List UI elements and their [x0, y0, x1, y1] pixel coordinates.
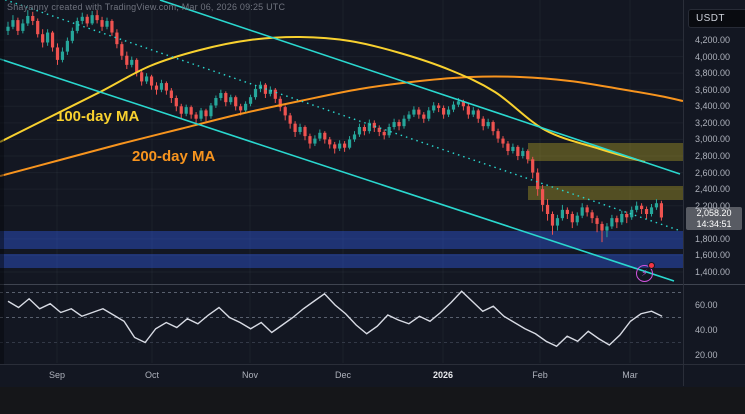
price-axis[interactable]: USDT 2,058.20 14:34:51 4,200.00 4,000.00 3…	[684, 0, 745, 364]
alert-dot-icon	[648, 262, 655, 269]
time-tick-label: Feb	[532, 370, 548, 380]
price-tick-label: 4,200.00	[695, 35, 731, 45]
time-tick-label: Mar	[622, 370, 638, 380]
price-tick-label: 3,800.00	[695, 68, 731, 79]
time-tick-label: Sep	[48, 370, 66, 380]
price-tick-label: 1,800.00	[695, 233, 731, 244]
ma100-annotation-label: 100-day MA	[56, 108, 140, 125]
time-axis[interactable]: Sep Oct Nov Dec 2026 Feb Mar	[0, 364, 745, 387]
lightning-icon: ⚡	[641, 268, 648, 279]
chart-watermark: Shayanny created with TradingView.com, M…	[7, 2, 286, 12]
last-price-value: 2,058.20	[696, 208, 732, 218]
price-tick-label: 1,400.00	[695, 266, 731, 277]
currency-toggle-button[interactable]: USDT	[688, 9, 745, 28]
resistance-zone	[528, 186, 683, 200]
alert-circle-annotation[interactable]: ⚡	[636, 262, 655, 282]
support-zone	[0, 231, 683, 249]
attribution-bar: TradingView	[0, 387, 745, 414]
time-tick-label: 2026	[432, 370, 454, 380]
price-tick-label: 3,000.00	[695, 134, 731, 145]
time-tick-label: Oct	[144, 370, 160, 380]
left-edge-strip	[0, 0, 4, 364]
price-tick-label: 2,800.00	[695, 150, 731, 161]
candlesticks	[6, 10, 663, 243]
rsi-pane[interactable]	[0, 285, 683, 363]
ma200-line	[0, 75, 683, 177]
main-pane[interactable]	[0, 0, 683, 284]
price-tick-label: 3,200.00	[695, 117, 731, 128]
time-tick-label: Nov	[241, 370, 259, 380]
ma200-annotation-label: 200-day MA	[132, 148, 216, 165]
rsi-tick-label: 20.00	[695, 350, 718, 360]
price-tick-label: 2,200.00	[695, 200, 731, 211]
price-tick-label: 1,600.00	[695, 250, 731, 261]
support-zone	[0, 254, 683, 268]
time-tick-label: Dec	[334, 370, 352, 380]
resistance-zone	[528, 143, 683, 161]
mid-channel-dotted-line[interactable]	[0, 0, 679, 231]
rsi-axis[interactable]: 60.00 40.00 20.00	[684, 0, 745, 364]
price-tick-label: 3,600.00	[695, 84, 731, 95]
price-tick-label: 4,000.00	[695, 51, 731, 62]
last-price-badge: 2,058.20 14:34:51	[686, 207, 742, 230]
price-tick-label: 2,600.00	[695, 167, 731, 178]
lower-channel-line[interactable]	[0, 58, 675, 282]
upper-channel-line[interactable]	[159, 0, 681, 175]
bar-countdown: 14:34:51	[696, 219, 732, 229]
rsi-line	[7, 290, 663, 348]
rsi-tick-label: 60.00	[695, 300, 718, 310]
price-tick-label: 2,400.00	[695, 184, 731, 195]
price-tick-label: 3,400.00	[695, 101, 731, 112]
rsi-tick-label: 40.00	[695, 325, 718, 335]
